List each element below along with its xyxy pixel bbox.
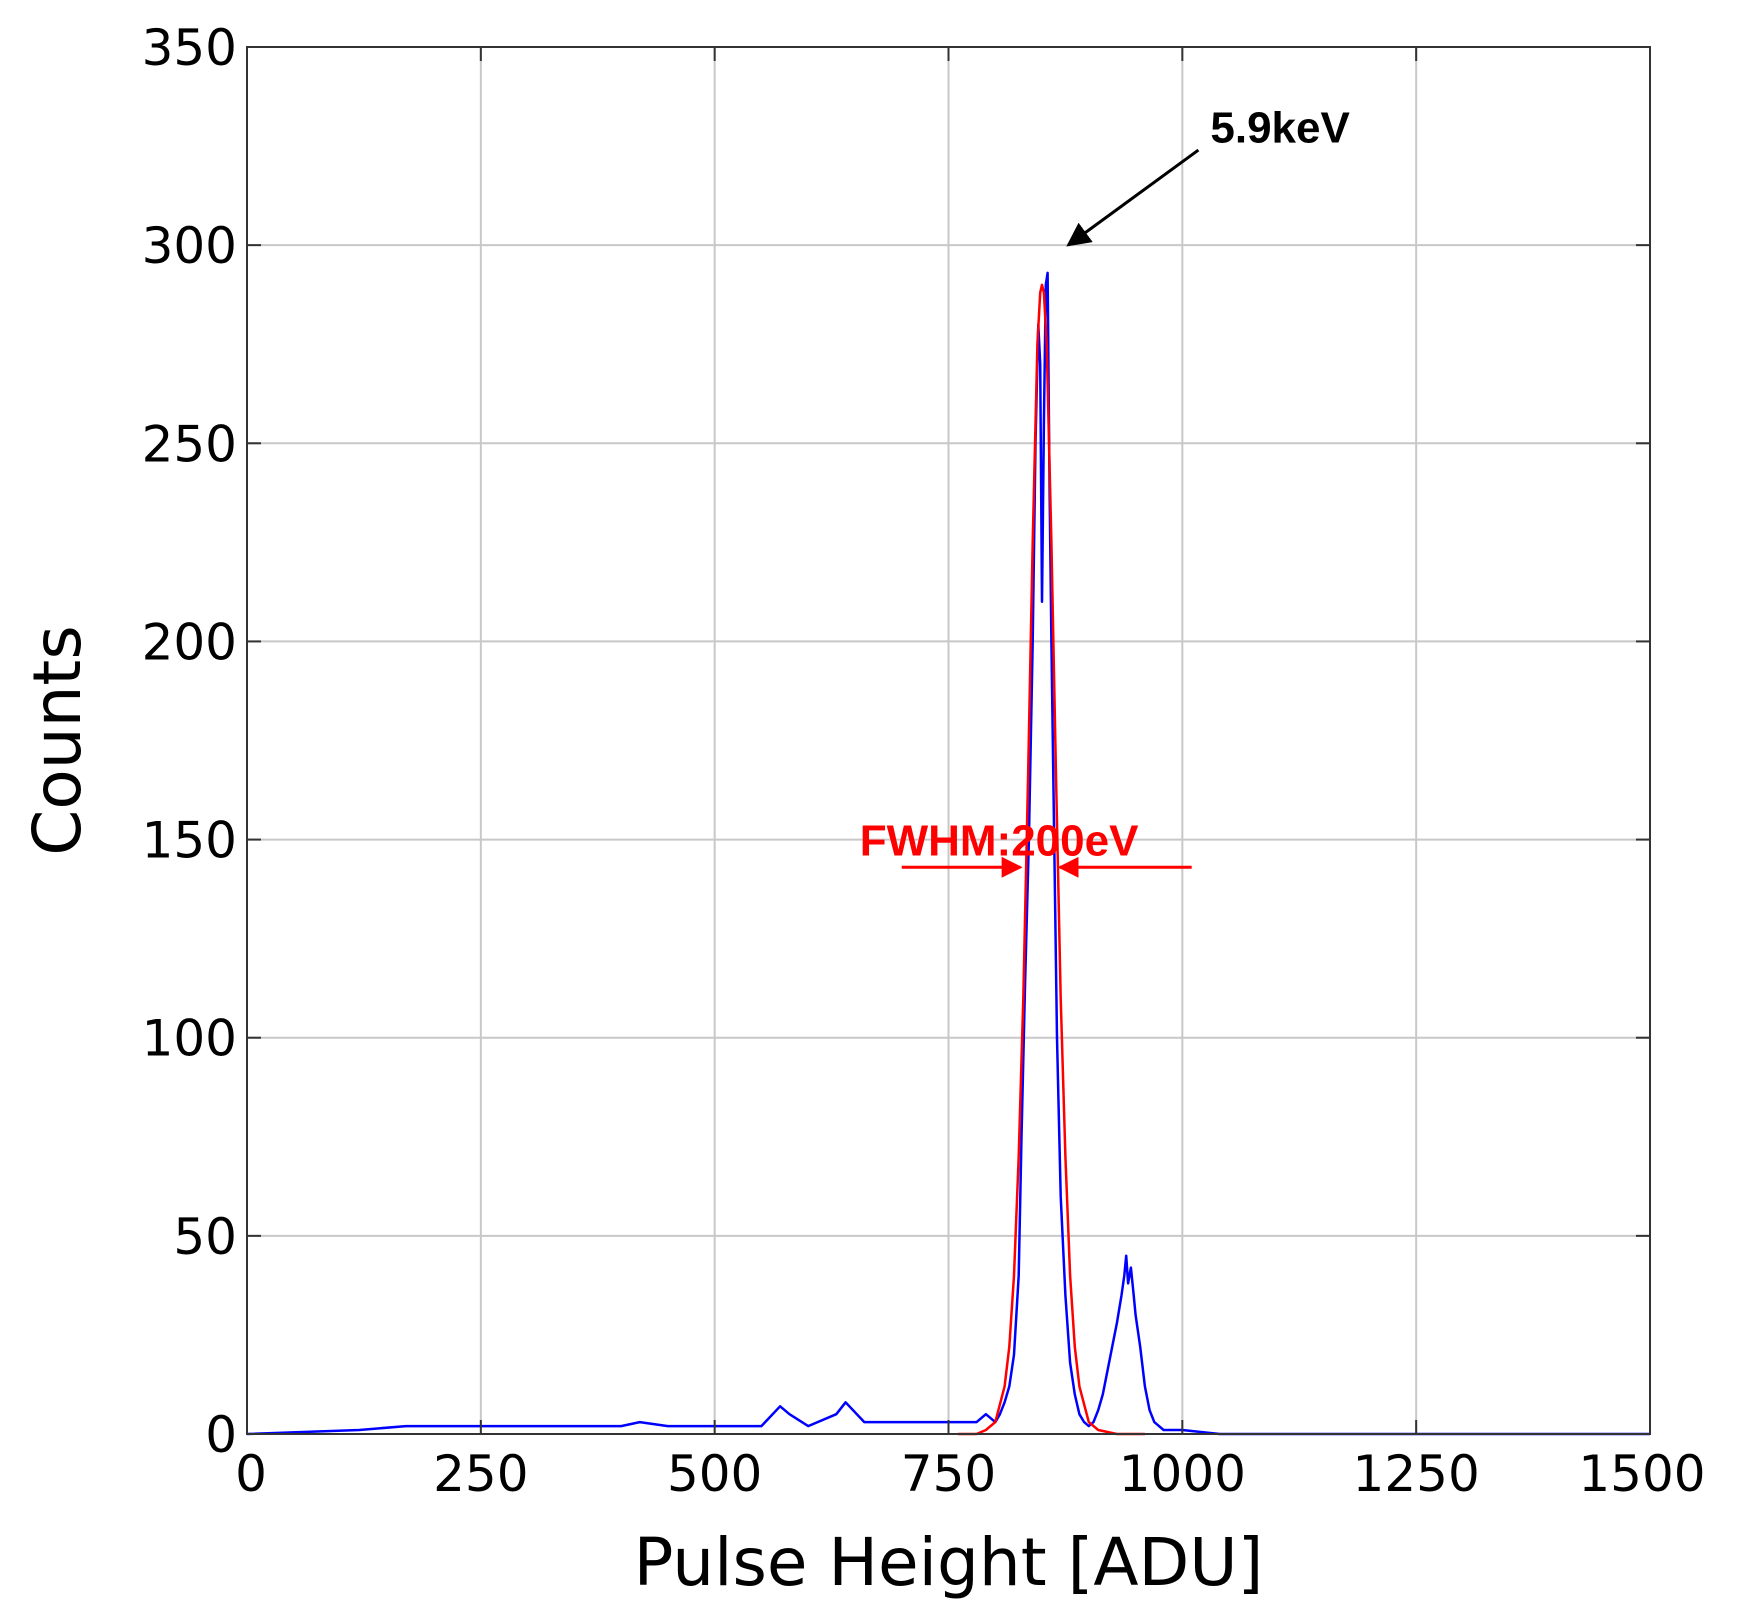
annotations: 5.9keV FWHM:200eV <box>860 103 1351 878</box>
x-tick-label: 0 <box>235 1445 267 1503</box>
grid <box>246 46 1651 1435</box>
x-tick-labels: 0 250 500 750 1000 1250 1500 <box>235 1445 1706 1503</box>
x-tick-label: 1500 <box>1578 1445 1705 1503</box>
fit-series <box>957 283 1145 1436</box>
x-tick-label: 250 <box>433 1445 528 1503</box>
y-tick-labels: 0 50 100 150 200 250 300 350 <box>142 19 237 1464</box>
x-tick-label: 750 <box>901 1445 996 1503</box>
peak-arrow <box>1066 148 1200 247</box>
x-axis-label: Pulse Height [ADU] <box>634 1524 1264 1601</box>
x-tick-label: 1000 <box>1119 1445 1246 1503</box>
series-layer <box>246 271 1650 1436</box>
fwhm-label: FWHM:200eV <box>860 817 1139 866</box>
x-tick-label: 500 <box>667 1445 762 1503</box>
tick-marks <box>246 46 1651 1435</box>
y-tick-label: 150 <box>142 812 237 870</box>
y-tick-label: 100 <box>142 1010 237 1068</box>
y-tick-label: 250 <box>142 415 237 473</box>
y-tick-label: 350 <box>142 19 237 77</box>
histogram-series <box>246 271 1650 1436</box>
y-tick-label: 200 <box>142 613 237 671</box>
y-tick-label: 300 <box>142 217 237 275</box>
y-axis-label: Counts <box>19 625 96 855</box>
y-tick-label: 0 <box>205 1406 237 1464</box>
y-tick-label: 50 <box>173 1208 237 1266</box>
peak-energy-label: 5.9keV <box>1210 103 1350 152</box>
x-tick-label: 1250 <box>1353 1445 1480 1503</box>
